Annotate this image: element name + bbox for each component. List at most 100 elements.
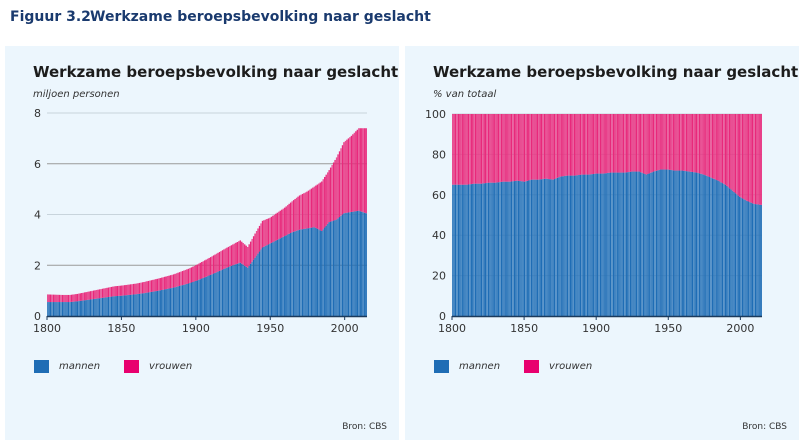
bar-vrouwen [677,114,679,171]
bar-vrouwen [172,274,175,288]
bar-mannen [661,169,663,316]
bar-mannen [509,181,511,316]
bar-vrouwen [485,114,487,184]
bar-mannen [476,183,478,316]
bar-vrouwen [221,250,224,270]
bar-mannen [201,278,203,316]
bar-mannen [700,173,702,316]
bar-vrouwen [568,114,570,176]
bar-vrouwen [48,294,50,303]
bar-mannen [553,179,556,316]
legend-swatch-vrouwen [124,360,140,373]
bar-vrouwen [289,202,292,234]
bar-mannen [146,292,148,316]
bar-vrouwen [284,207,286,237]
bar-vrouwen [510,114,513,182]
bar-mannen [528,180,530,316]
bar-vrouwen [462,114,464,185]
bar-mannen [684,170,686,316]
bar-mannen [315,227,317,316]
bar-vrouwen [622,114,625,173]
bar-vrouwen [118,285,120,296]
bar-mannen [76,301,78,316]
bar-mannen [247,267,249,316]
bar-vrouwen [328,170,330,223]
bar-vrouwen [724,114,727,185]
bar-vrouwen [338,151,341,218]
bar-vrouwen [89,291,92,300]
bar-mannen [335,219,338,316]
bar-vrouwen [315,185,317,228]
bar-vrouwen [140,282,142,294]
bar-mannen [456,184,458,316]
bar-mannen [190,282,193,316]
bar-vrouwen [708,114,711,178]
bar-vrouwen [92,290,95,300]
bar-mannen [671,170,673,316]
chart-title: Werkzame beroepsbevolking naar geslacht [33,63,399,81]
bar-mannen [248,265,250,316]
bar-vrouwen [575,114,577,176]
bar-vrouwen [651,114,653,173]
bar-vrouwen [602,114,605,174]
bar-mannen [241,263,243,316]
bar-mannen [675,170,678,316]
bar-mannen [542,179,544,316]
bar-mannen [740,197,742,316]
bar-mannen [255,255,258,316]
bar-vrouwen [726,114,728,186]
chart-plot-absolute: 0 2 4 6 8 1800 1850 1900 1950 2000 [33,107,367,335]
bar-vrouwen [632,114,635,172]
bar-vrouwen [347,138,350,213]
bar-vrouwen [162,277,164,290]
bar-mannen [284,236,286,316]
bar-mannen [614,172,616,316]
bar-vrouwen [199,262,201,280]
bar-vrouwen [648,114,650,174]
bar-mannen [189,283,191,316]
bar-vrouwen [97,289,99,299]
bar-mannen [460,184,462,316]
bar-vrouwen [165,276,167,290]
bar-vrouwen [55,294,58,303]
bar-vrouwen [553,114,556,180]
bar-vrouwen [614,114,616,173]
y-axis-label: % van totaal [433,89,497,100]
bar-vrouwen [358,128,360,211]
bar-vrouwen [678,114,681,171]
bar-vrouwen [694,114,696,173]
bar-vrouwen [146,281,148,293]
bar-mannen [718,181,721,316]
bar-mannen [640,172,642,316]
bar-mannen [101,297,104,316]
bar-mannen [723,183,725,316]
bar-mannen [95,298,98,316]
bar-mannen [532,179,534,316]
bar-mannen [746,200,748,316]
bar-vrouwen [144,281,147,293]
bar-mannen [328,222,330,316]
bar-mannen [358,210,360,316]
bar-mannen [634,171,636,316]
bar-vrouwen [591,114,593,175]
bar-mannen [609,172,612,316]
bar-vrouwen [318,183,320,230]
bar-vrouwen [52,294,55,303]
chart-panel-percentage: Werkzame beroepsbevolking naar geslacht … [405,46,799,440]
bar-vrouwen [264,219,267,246]
bar-vrouwen [657,114,659,171]
bar-vrouwen [127,284,129,296]
bar-mannen [51,302,53,316]
bar-mannen [282,236,284,316]
bar-mannen [759,204,761,316]
bar-vrouwen [247,246,249,268]
x-tick-label: 1900 [582,322,610,335]
bar-mannen [138,293,141,316]
bar-mannen [319,230,321,316]
bar-vrouwen [588,114,590,175]
bar-mannen [81,300,83,316]
bar-mannen [548,179,550,316]
bar-mannen [294,231,296,316]
bar-mannen [628,171,630,316]
bar-mannen [463,184,465,316]
